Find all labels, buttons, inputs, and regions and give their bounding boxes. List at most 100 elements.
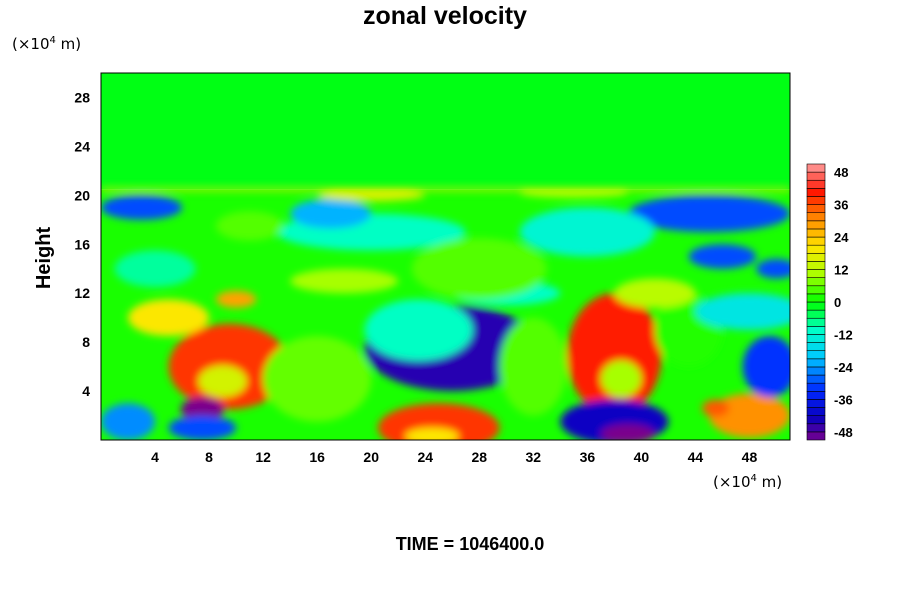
colorbar-tick-label: 36	[834, 198, 848, 213]
colorbar-tick-label: -36	[834, 392, 853, 407]
x-tick-label: 16	[309, 449, 325, 465]
colorbar-tick-label: 0	[834, 295, 841, 310]
colorbar-segment	[806, 188, 826, 197]
y-tick-label: 20	[74, 187, 90, 203]
colorbar-segment	[806, 293, 826, 303]
colorbar-segment	[806, 171, 826, 181]
colorbar-tick-label: -24	[834, 360, 854, 375]
x-axis-unit: (×104 m)	[713, 473, 782, 491]
y-tick-label: 12	[74, 285, 90, 301]
colorbar-segment	[806, 309, 826, 319]
field-feature-14	[708, 393, 790, 438]
x-tick-label: 40	[634, 449, 650, 465]
colorbar-segment	[806, 317, 826, 327]
x-tick-label: 44	[688, 449, 704, 465]
x-tick-label: 48	[742, 449, 758, 465]
colorbar-segment	[806, 431, 826, 441]
field-feature-25	[290, 199, 372, 229]
colorbar-segment	[806, 228, 826, 238]
field-feature-7	[180, 397, 224, 422]
field-feature-13	[600, 424, 655, 440]
colorbar-segment	[806, 390, 826, 400]
colorbar-segment	[806, 382, 826, 392]
y-tick-label: 24	[74, 138, 90, 154]
colorbar-segment	[806, 374, 826, 384]
y-axis-unit: (×104 m)	[12, 35, 81, 53]
colorbar-segment	[806, 196, 826, 205]
field-feature-33	[317, 189, 426, 202]
colorbar-segment	[806, 204, 826, 214]
colorbar	[806, 163, 826, 441]
field-feature-22	[290, 268, 399, 294]
field-feature-32	[215, 211, 284, 241]
field-feature-6	[128, 299, 210, 337]
field-feature-27	[627, 195, 790, 233]
colorbar-tick-label: 12	[834, 263, 848, 278]
field-feature-1	[364, 299, 473, 361]
x-tick-label: 4	[151, 449, 159, 465]
field-feature-3	[600, 360, 642, 398]
field-feature-10	[377, 403, 500, 440]
colorbar-segment	[806, 269, 826, 278]
field-feature-29	[756, 258, 790, 279]
colorbar-segment	[806, 261, 826, 270]
field-feature-15	[702, 399, 730, 417]
field-feature-19	[742, 336, 790, 398]
upper-atmosphere-band	[101, 73, 790, 190]
field-feature-11	[404, 427, 460, 440]
colorbar-segment	[806, 350, 826, 360]
field-feature-9	[101, 403, 156, 440]
field-feature-21	[215, 290, 257, 308]
colorbar-segment	[806, 163, 826, 173]
x-tick-label: 28	[471, 449, 487, 465]
field-feature-28	[688, 244, 757, 269]
field-feature-5	[198, 365, 247, 398]
field-feature-35	[114, 250, 196, 288]
colorbar-segment	[806, 244, 826, 254]
colorbar-segment	[806, 252, 826, 262]
colorbar-segment	[806, 326, 826, 335]
colorbar-segment	[806, 366, 826, 376]
chart-title: zonal velocity	[363, 2, 527, 30]
colorbar-segment	[806, 212, 826, 222]
colorbar-tick-label: 48	[834, 165, 848, 180]
colorbar-segment	[806, 285, 826, 295]
field-feature-30	[411, 238, 547, 300]
field-feature-20	[695, 293, 790, 330]
y-tick-label: 4	[82, 383, 90, 399]
field-feature-8	[168, 415, 237, 440]
field-feature-36	[614, 278, 696, 308]
colorbar-segment	[806, 220, 826, 230]
y-axis-ticks: 4 8 12 16 20 24 28	[74, 89, 90, 399]
field-feature-2	[567, 293, 662, 416]
field-feature-26	[101, 195, 183, 220]
y-tick-label: 16	[74, 236, 90, 252]
colorbar-segment	[806, 399, 826, 408]
colorbar-segment	[806, 423, 826, 433]
field-feature-17	[499, 317, 568, 416]
time-label: TIME = 1046400.0	[396, 534, 545, 554]
colorbar-segment	[806, 415, 826, 425]
colorbar-segment	[806, 342, 826, 352]
x-tick-label: 32	[526, 449, 542, 465]
colorbar-segment	[806, 179, 826, 189]
colorbar-segment	[806, 407, 826, 416]
y-axis-label: Height	[33, 227, 55, 290]
colorbar-segment	[806, 301, 826, 311]
colorbar-segment	[806, 334, 826, 343]
colorbar-ticks: 48 36 24 12 0 -12 -24 -36 -48	[834, 165, 854, 440]
x-tick-label: 12	[255, 449, 271, 465]
x-tick-label: 36	[580, 449, 596, 465]
plot-frame	[100, 72, 791, 441]
colorbar-segment	[806, 277, 826, 287]
y-tick-label: 28	[74, 89, 90, 105]
field-feature-31	[519, 207, 655, 257]
field-feature-16	[263, 336, 372, 422]
colorbar-segment	[806, 236, 826, 246]
x-axis-ticks: 4 8 12 16 20 24 28 32 36 40 44 48	[151, 449, 757, 465]
colorbar-segment	[806, 358, 826, 368]
colorbar-tick-label: -48	[834, 425, 853, 440]
x-tick-label: 20	[363, 449, 379, 465]
colorbar-tick-label: 24	[834, 230, 849, 245]
